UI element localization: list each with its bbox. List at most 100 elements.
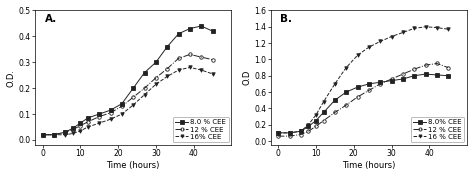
12 % CEE bbox=[446, 67, 451, 69]
12 % CEE bbox=[153, 77, 159, 79]
16% CEE bbox=[70, 132, 76, 135]
8.0 % CEE bbox=[153, 61, 159, 63]
Y-axis label: O.D.: O.D. bbox=[7, 69, 16, 87]
16 % CEE bbox=[389, 36, 394, 38]
16% CEE bbox=[153, 83, 159, 85]
12 % CEE bbox=[40, 134, 46, 136]
8.0 % CEE bbox=[176, 33, 182, 35]
Legend: 8.0% CEE, 12 % CEE, 16 % CEE: 8.0% CEE, 12 % CEE, 16 % CEE bbox=[410, 117, 464, 142]
Legend: 8.0 % CEE, 12 % CEE, 16% CEE: 8.0 % CEE, 12 % CEE, 16% CEE bbox=[173, 117, 228, 142]
12 % CEE bbox=[366, 89, 372, 92]
16 % CEE bbox=[434, 27, 440, 29]
Line: 8.0 % CEE: 8.0 % CEE bbox=[41, 24, 214, 136]
16 % CEE bbox=[332, 83, 337, 85]
12 % CEE bbox=[377, 83, 383, 85]
12 % CEE bbox=[434, 62, 440, 65]
8.0 % CEE bbox=[108, 109, 113, 111]
12 % CEE bbox=[210, 59, 215, 61]
12 % CEE bbox=[85, 121, 91, 123]
12 % CEE bbox=[298, 133, 304, 136]
12 % CEE bbox=[187, 53, 193, 56]
8.0 % CEE bbox=[96, 113, 102, 115]
16 % CEE bbox=[377, 40, 383, 42]
8.0 % CEE bbox=[85, 117, 91, 119]
16 % CEE bbox=[411, 27, 417, 29]
8.0% CEE bbox=[298, 130, 304, 132]
12 % CEE bbox=[321, 120, 327, 122]
12 % CEE bbox=[199, 56, 204, 58]
Line: 16% CEE: 16% CEE bbox=[41, 66, 214, 136]
16% CEE bbox=[108, 118, 113, 120]
16% CEE bbox=[164, 75, 170, 78]
8.0% CEE bbox=[332, 99, 337, 101]
12 % CEE bbox=[400, 73, 406, 75]
8.0% CEE bbox=[355, 86, 360, 88]
8.0 % CEE bbox=[210, 30, 215, 32]
16% CEE bbox=[199, 69, 204, 71]
8.0 % CEE bbox=[187, 27, 193, 30]
8.0% CEE bbox=[377, 81, 383, 83]
12 % CEE bbox=[275, 135, 281, 137]
8.0% CEE bbox=[306, 125, 311, 127]
12 % CEE bbox=[130, 96, 136, 98]
12 % CEE bbox=[287, 135, 292, 137]
12 % CEE bbox=[306, 130, 311, 132]
16 % CEE bbox=[343, 67, 349, 69]
16% CEE bbox=[187, 66, 193, 68]
8.0 % CEE bbox=[51, 134, 57, 136]
12 % CEE bbox=[108, 112, 113, 114]
16% CEE bbox=[40, 134, 46, 136]
16% CEE bbox=[96, 122, 102, 124]
16 % CEE bbox=[287, 132, 292, 134]
8.0% CEE bbox=[434, 74, 440, 76]
12 % CEE bbox=[63, 131, 68, 133]
8.0% CEE bbox=[400, 78, 406, 80]
X-axis label: Time (hours): Time (hours) bbox=[107, 161, 160, 170]
12 % CEE bbox=[70, 129, 76, 131]
8.0 % CEE bbox=[63, 131, 68, 133]
Y-axis label: O.D: O.D bbox=[243, 70, 252, 85]
12 % CEE bbox=[343, 104, 349, 106]
16 % CEE bbox=[298, 130, 304, 132]
8.0 % CEE bbox=[164, 46, 170, 48]
8.0 % CEE bbox=[199, 25, 204, 27]
16% CEE bbox=[63, 134, 68, 136]
16% CEE bbox=[142, 94, 147, 96]
8.0 % CEE bbox=[119, 103, 125, 105]
16 % CEE bbox=[355, 54, 360, 56]
8.0% CEE bbox=[287, 132, 292, 134]
16 % CEE bbox=[313, 114, 319, 116]
16 % CEE bbox=[446, 28, 451, 30]
8.0% CEE bbox=[389, 80, 394, 82]
Text: A.: A. bbox=[45, 15, 57, 24]
16 % CEE bbox=[423, 26, 428, 28]
Line: 12 % CEE: 12 % CEE bbox=[276, 62, 450, 138]
16% CEE bbox=[130, 104, 136, 106]
8.0% CEE bbox=[446, 75, 451, 77]
16 % CEE bbox=[321, 101, 327, 103]
12 % CEE bbox=[96, 116, 102, 118]
16% CEE bbox=[51, 134, 57, 136]
16 % CEE bbox=[275, 132, 281, 134]
8.0 % CEE bbox=[70, 127, 76, 129]
12 % CEE bbox=[142, 87, 147, 89]
Line: 16 % CEE: 16 % CEE bbox=[276, 25, 450, 135]
8.0 % CEE bbox=[78, 122, 83, 124]
12 % CEE bbox=[423, 64, 428, 66]
Text: B.: B. bbox=[281, 15, 292, 24]
12 % CEE bbox=[332, 111, 337, 113]
8.0% CEE bbox=[423, 73, 428, 75]
16% CEE bbox=[78, 130, 83, 132]
12 % CEE bbox=[51, 134, 57, 136]
8.0 % CEE bbox=[130, 87, 136, 89]
12 % CEE bbox=[164, 68, 170, 70]
12 % CEE bbox=[355, 96, 360, 98]
12 % CEE bbox=[78, 125, 83, 127]
16% CEE bbox=[119, 113, 125, 115]
X-axis label: Time (hours): Time (hours) bbox=[342, 161, 395, 170]
12 % CEE bbox=[176, 57, 182, 59]
8.0 % CEE bbox=[142, 72, 147, 74]
16 % CEE bbox=[306, 124, 311, 126]
16 % CEE bbox=[366, 46, 372, 48]
12 % CEE bbox=[313, 125, 319, 127]
